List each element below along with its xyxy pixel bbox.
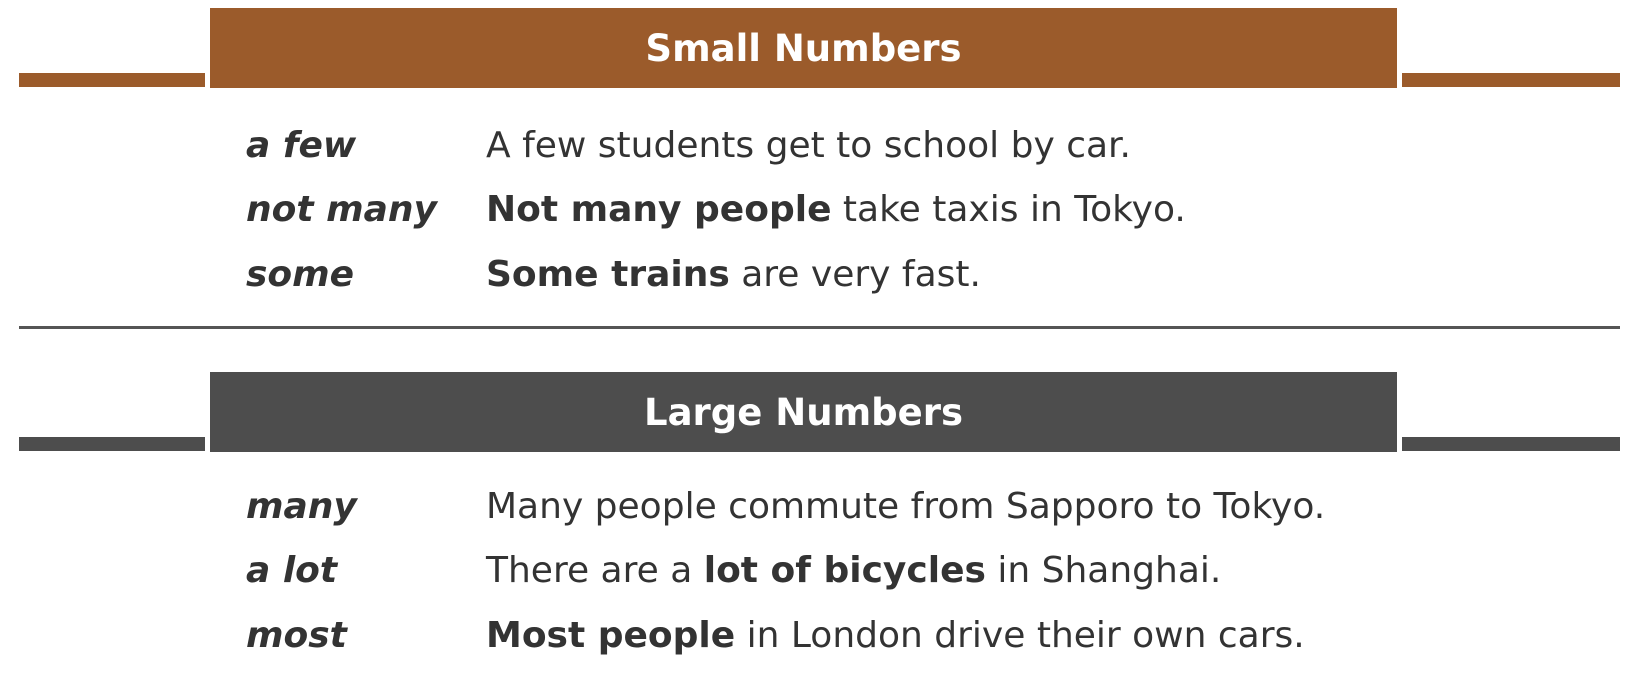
quantifier-term: a few xyxy=(246,125,357,166)
quantifier-term: most xyxy=(246,615,347,656)
sentence-emphasis: Most people xyxy=(486,615,736,656)
example-sentence: There are a lot of bicycles in Shanghai. xyxy=(486,541,1221,601)
quantifier-term: some xyxy=(246,254,355,295)
example-sentence: A few students get to school by car. xyxy=(486,116,1131,176)
banner-left-rule xyxy=(19,73,205,87)
example-row: a few A few students get to school by ca… xyxy=(0,116,1633,176)
example-row: not many Not many people take taxis in T… xyxy=(0,180,1633,240)
small-numbers-title: Small Numbers xyxy=(210,8,1397,88)
example-sentence: Most people in London drive their own ca… xyxy=(486,606,1305,666)
small-numbers-section: Small Numbers a few A few students get t… xyxy=(0,0,1633,330)
quantifier-term: not many xyxy=(246,189,438,230)
example-sentence: Some trains are very fast. xyxy=(486,245,981,305)
sentence-tail: in Shanghai. xyxy=(985,550,1222,591)
example-row: a lot There are a lot of bicycles in Sha… xyxy=(0,541,1633,601)
section-title: Large Numbers xyxy=(644,390,963,434)
section-divider xyxy=(19,326,1620,329)
quantifier-term: many xyxy=(246,486,357,527)
banner-right-rule xyxy=(1402,437,1620,451)
sentence-tail: in London drive their own cars. xyxy=(735,615,1305,656)
example-row: some Some trains are very fast. xyxy=(0,245,1633,305)
sentence-emphasis: lot of bicycles xyxy=(703,550,986,591)
sentence-emphasis: Not many people xyxy=(486,189,832,230)
sentence-tail: take taxis in Tokyo. xyxy=(831,189,1186,230)
example-row: many Many people commute from Sapporo to… xyxy=(0,477,1633,537)
example-sentence: Many people commute from Sapporo to Toky… xyxy=(486,477,1325,537)
section-title: Small Numbers xyxy=(645,26,962,70)
sentence-text: Many people commute from Sapporo to Toky… xyxy=(486,486,1326,527)
large-numbers-section: Large Numbers many Many people commute f… xyxy=(0,364,1633,673)
sentence-tail: are very fast. xyxy=(729,254,981,295)
sentence-text: A few students get to school by car. xyxy=(486,125,1131,166)
sentence-lead: There are a xyxy=(486,550,704,591)
banner-left-rule xyxy=(19,437,205,451)
banner-right-rule xyxy=(1402,73,1620,87)
quantifier-term: a lot xyxy=(246,550,338,591)
example-row: most Most people in London drive their o… xyxy=(0,606,1633,666)
large-numbers-title: Large Numbers xyxy=(210,372,1397,452)
sentence-emphasis: Some trains xyxy=(486,254,730,295)
example-sentence: Not many people take taxis in Tokyo. xyxy=(486,180,1186,240)
